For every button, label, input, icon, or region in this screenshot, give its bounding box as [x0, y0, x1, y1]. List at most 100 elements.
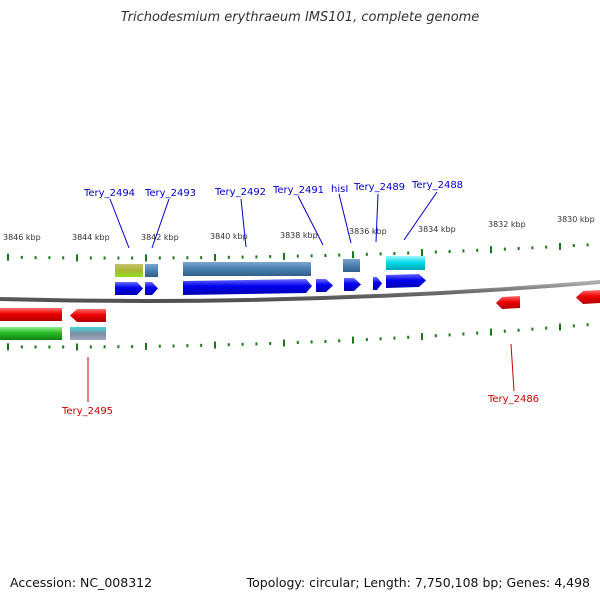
kbp-label: 3836 kbp	[349, 227, 387, 236]
minor-tick	[517, 247, 520, 250]
minor-tick	[89, 345, 92, 349]
minor-tick	[172, 256, 175, 260]
major-tick	[559, 323, 561, 331]
minor-tick	[103, 256, 106, 260]
gene-arrow-tery-2494[interactable]	[115, 282, 143, 295]
gene-label-tery-2491[interactable]: Tery_2491	[272, 185, 324, 196]
minor-tick	[476, 248, 479, 252]
gene-arrow-tery-2491[interactable]	[316, 279, 333, 292]
minor-tick	[158, 256, 161, 260]
kbp-label: 3832 kbp	[488, 220, 526, 229]
gene-label-tery-2494[interactable]: Tery_2494	[83, 188, 135, 199]
scale-ticks-forward	[7, 242, 589, 262]
major-tick	[7, 253, 9, 261]
genome-backbone	[0, 280, 600, 303]
gene-arrow-tery-2486[interactable]	[496, 296, 520, 309]
major-tick	[490, 246, 492, 254]
minor-tick	[379, 337, 382, 341]
minor-tick	[448, 333, 451, 337]
minor-tick	[117, 345, 120, 349]
gene-label-tery-2488[interactable]: Tery_2488	[411, 180, 463, 191]
major-tick	[283, 252, 285, 260]
gene-arrow-tery-2488[interactable]	[386, 274, 426, 288]
gene-arrow-right-edge[interactable]	[576, 290, 600, 304]
minor-tick	[48, 345, 51, 349]
minor-tick	[200, 256, 203, 260]
minor-tick	[379, 252, 382, 256]
kbp-label: 3842 kbp	[141, 233, 179, 242]
gene-arrow-tery-2489[interactable]	[373, 277, 382, 290]
forward-genes	[115, 274, 426, 295]
minor-tick	[586, 243, 589, 247]
minor-tick	[324, 254, 327, 257]
minor-tick	[503, 329, 506, 333]
minor-tick	[227, 343, 230, 347]
minor-tick	[407, 251, 410, 255]
minor-tick	[296, 341, 299, 344]
minor-tick	[227, 255, 230, 259]
leader-line	[338, 193, 352, 244]
major-tick	[490, 328, 492, 336]
minor-tick	[393, 252, 396, 255]
feature-box[interactable]	[115, 264, 143, 277]
major-tick	[145, 342, 147, 350]
minor-tick	[89, 256, 92, 260]
minor-tick	[186, 344, 189, 348]
minor-tick	[545, 326, 548, 330]
minor-tick	[462, 249, 465, 253]
genome-summary-text: Topology: circular; Length: 7,750,108 bp…	[246, 575, 590, 590]
gene-label-tery-2495[interactable]: Tery_2495	[61, 406, 113, 417]
kbp-label: 3834 kbp	[418, 225, 456, 234]
minor-tick	[503, 247, 506, 251]
major-tick	[352, 336, 354, 344]
kbp-label: 3840 kbp	[210, 232, 248, 241]
leader-line	[109, 198, 130, 249]
leader-line	[510, 343, 515, 392]
feature-box[interactable]	[343, 259, 360, 272]
minor-tick	[200, 343, 203, 347]
major-tick	[145, 254, 147, 262]
minor-tick	[34, 345, 37, 349]
gene-arrow-left-edge[interactable]	[0, 308, 62, 321]
minor-tick	[310, 254, 313, 258]
scale-ticks-reverse	[7, 323, 589, 351]
kbp-label: 3838 kbp	[280, 231, 318, 240]
gene-label-tery-2493[interactable]: Tery_2493	[144, 188, 196, 199]
minor-tick	[34, 256, 37, 260]
major-tick	[352, 251, 354, 259]
leader-line	[403, 191, 438, 241]
reverse-genes	[0, 290, 600, 322]
gene-label-tery-2486[interactable]: Tery_2486	[487, 394, 539, 405]
feature-box[interactable]	[145, 264, 158, 277]
minor-tick	[131, 256, 134, 260]
leader-line	[375, 193, 379, 243]
feature-box[interactable]	[0, 327, 62, 340]
gene-label-tery-2492[interactable]: Tery_2492	[214, 187, 266, 198]
gene-arrow-hisi[interactable]	[344, 278, 361, 291]
reverse-gene-labels: Tery_2495 Tery_2486	[61, 343, 539, 417]
minor-tick	[20, 345, 23, 349]
major-tick	[214, 341, 216, 349]
feature-box[interactable]	[386, 256, 425, 270]
minor-tick	[48, 256, 51, 260]
feature-box[interactable]	[183, 262, 311, 276]
gene-arrow-tery-2495[interactable]	[70, 309, 106, 322]
minor-tick	[241, 342, 244, 346]
minor-tick	[296, 254, 299, 258]
minor-tick	[338, 253, 341, 257]
leader-line	[151, 198, 170, 249]
minor-tick	[531, 327, 534, 331]
minor-tick	[365, 338, 368, 341]
minor-tick	[117, 256, 120, 260]
minor-tick	[269, 255, 272, 259]
genome-title: Trichodesmium erythraeum IMS101, complet…	[120, 10, 480, 25]
minor-tick	[172, 344, 175, 348]
minor-tick	[586, 323, 589, 327]
minor-tick	[572, 324, 575, 328]
minor-tick	[62, 256, 65, 260]
gene-label-tery-2489[interactable]: Tery_2489	[353, 182, 405, 193]
feature-box[interactable]	[70, 327, 106, 340]
gene-label-hisi[interactable]: hisI	[331, 184, 348, 195]
gene-arrow-tery-2493[interactable]	[145, 282, 158, 295]
gene-arrow-tery-2492[interactable]	[183, 279, 312, 295]
